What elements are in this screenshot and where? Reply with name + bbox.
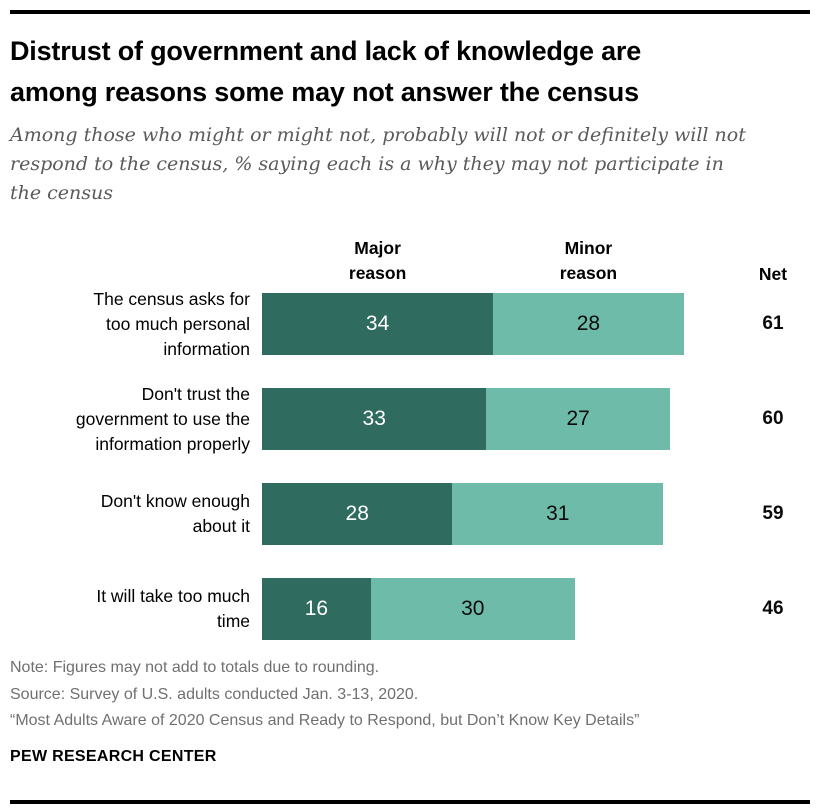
chart-subtitle: Among those who might or might not, prob… xyxy=(10,124,746,204)
chart-column-headers: Major reason Minor reason Net xyxy=(10,236,810,285)
header-track: Major reason Minor reason xyxy=(262,236,686,285)
footer-notes: Note: Figures may not add to totals due … xyxy=(10,655,810,766)
net-value: 61 xyxy=(762,313,784,334)
page-title: Distrust of government and lack of knowl… xyxy=(10,36,642,107)
stacked-bar-chart: Major reason Minor reason Net The census… xyxy=(10,236,810,640)
bar-value-label: 27 xyxy=(566,407,590,430)
bottom-rule xyxy=(10,800,810,804)
category-label: Don't know enough about it xyxy=(100,491,250,536)
bar-segment-minor-reason: 27 xyxy=(486,388,670,450)
bar-value-label: 16 xyxy=(304,597,329,620)
bar-value-label: 31 xyxy=(546,502,570,525)
bar-track: 16 30 xyxy=(262,578,686,640)
top-rule xyxy=(10,10,810,14)
pew-research-center-wordmark: PEW RESEARCH CENTER xyxy=(10,747,217,765)
category-label: Don't trust the government to use the in… xyxy=(75,383,250,454)
column-header-net: Net xyxy=(758,264,788,284)
bar-track: 33 27 xyxy=(262,388,686,450)
net-value: 60 xyxy=(762,408,784,429)
bar-segment-minor-reason: 28 xyxy=(493,293,684,355)
bar-track: 28 31 xyxy=(262,483,686,545)
category-label: It will take too much time xyxy=(96,586,250,631)
chart-row: It will take too much time 16 30 46 xyxy=(10,578,810,640)
bar-value-label: 28 xyxy=(345,502,369,525)
column-header-major-reason: Major reason xyxy=(348,238,407,283)
bar-value-label: 28 xyxy=(576,312,601,335)
note-line: Note: Figures may not add to totals due … xyxy=(10,659,380,676)
bar-segment-major-reason: 34 xyxy=(262,293,494,355)
column-header-minor-reason: Minor reason xyxy=(559,238,618,283)
bar-segment-minor-reason: 30 xyxy=(370,578,575,640)
chart-row: The census asks for too much personal in… xyxy=(10,289,810,359)
bar-value-label: 33 xyxy=(362,407,386,430)
chart-row: Don't know enough about it 28 31 59 xyxy=(10,483,810,545)
chart-row: Don't trust the government to use the in… xyxy=(10,384,810,454)
bar-track: 34 28 xyxy=(262,293,686,355)
report-title-line: “Most Adults Aware of 2020 Census and Re… xyxy=(10,712,640,729)
net-value: 59 xyxy=(762,503,784,524)
bar-value-label: 30 xyxy=(461,597,485,620)
category-label: The census asks for too much personal in… xyxy=(93,288,250,359)
bar-segment-major-reason: 16 xyxy=(262,578,371,640)
chart-rows: The census asks for too much personal in… xyxy=(10,289,810,640)
source-line: Source: Survey of U.S. adults conducted … xyxy=(10,685,419,703)
bar-segment-major-reason: 28 xyxy=(262,483,453,545)
bar-value-label: 34 xyxy=(365,312,390,335)
bar-segment-minor-reason: 31 xyxy=(452,483,664,545)
net-value: 46 xyxy=(762,598,784,619)
bar-segment-major-reason: 33 xyxy=(262,388,487,450)
